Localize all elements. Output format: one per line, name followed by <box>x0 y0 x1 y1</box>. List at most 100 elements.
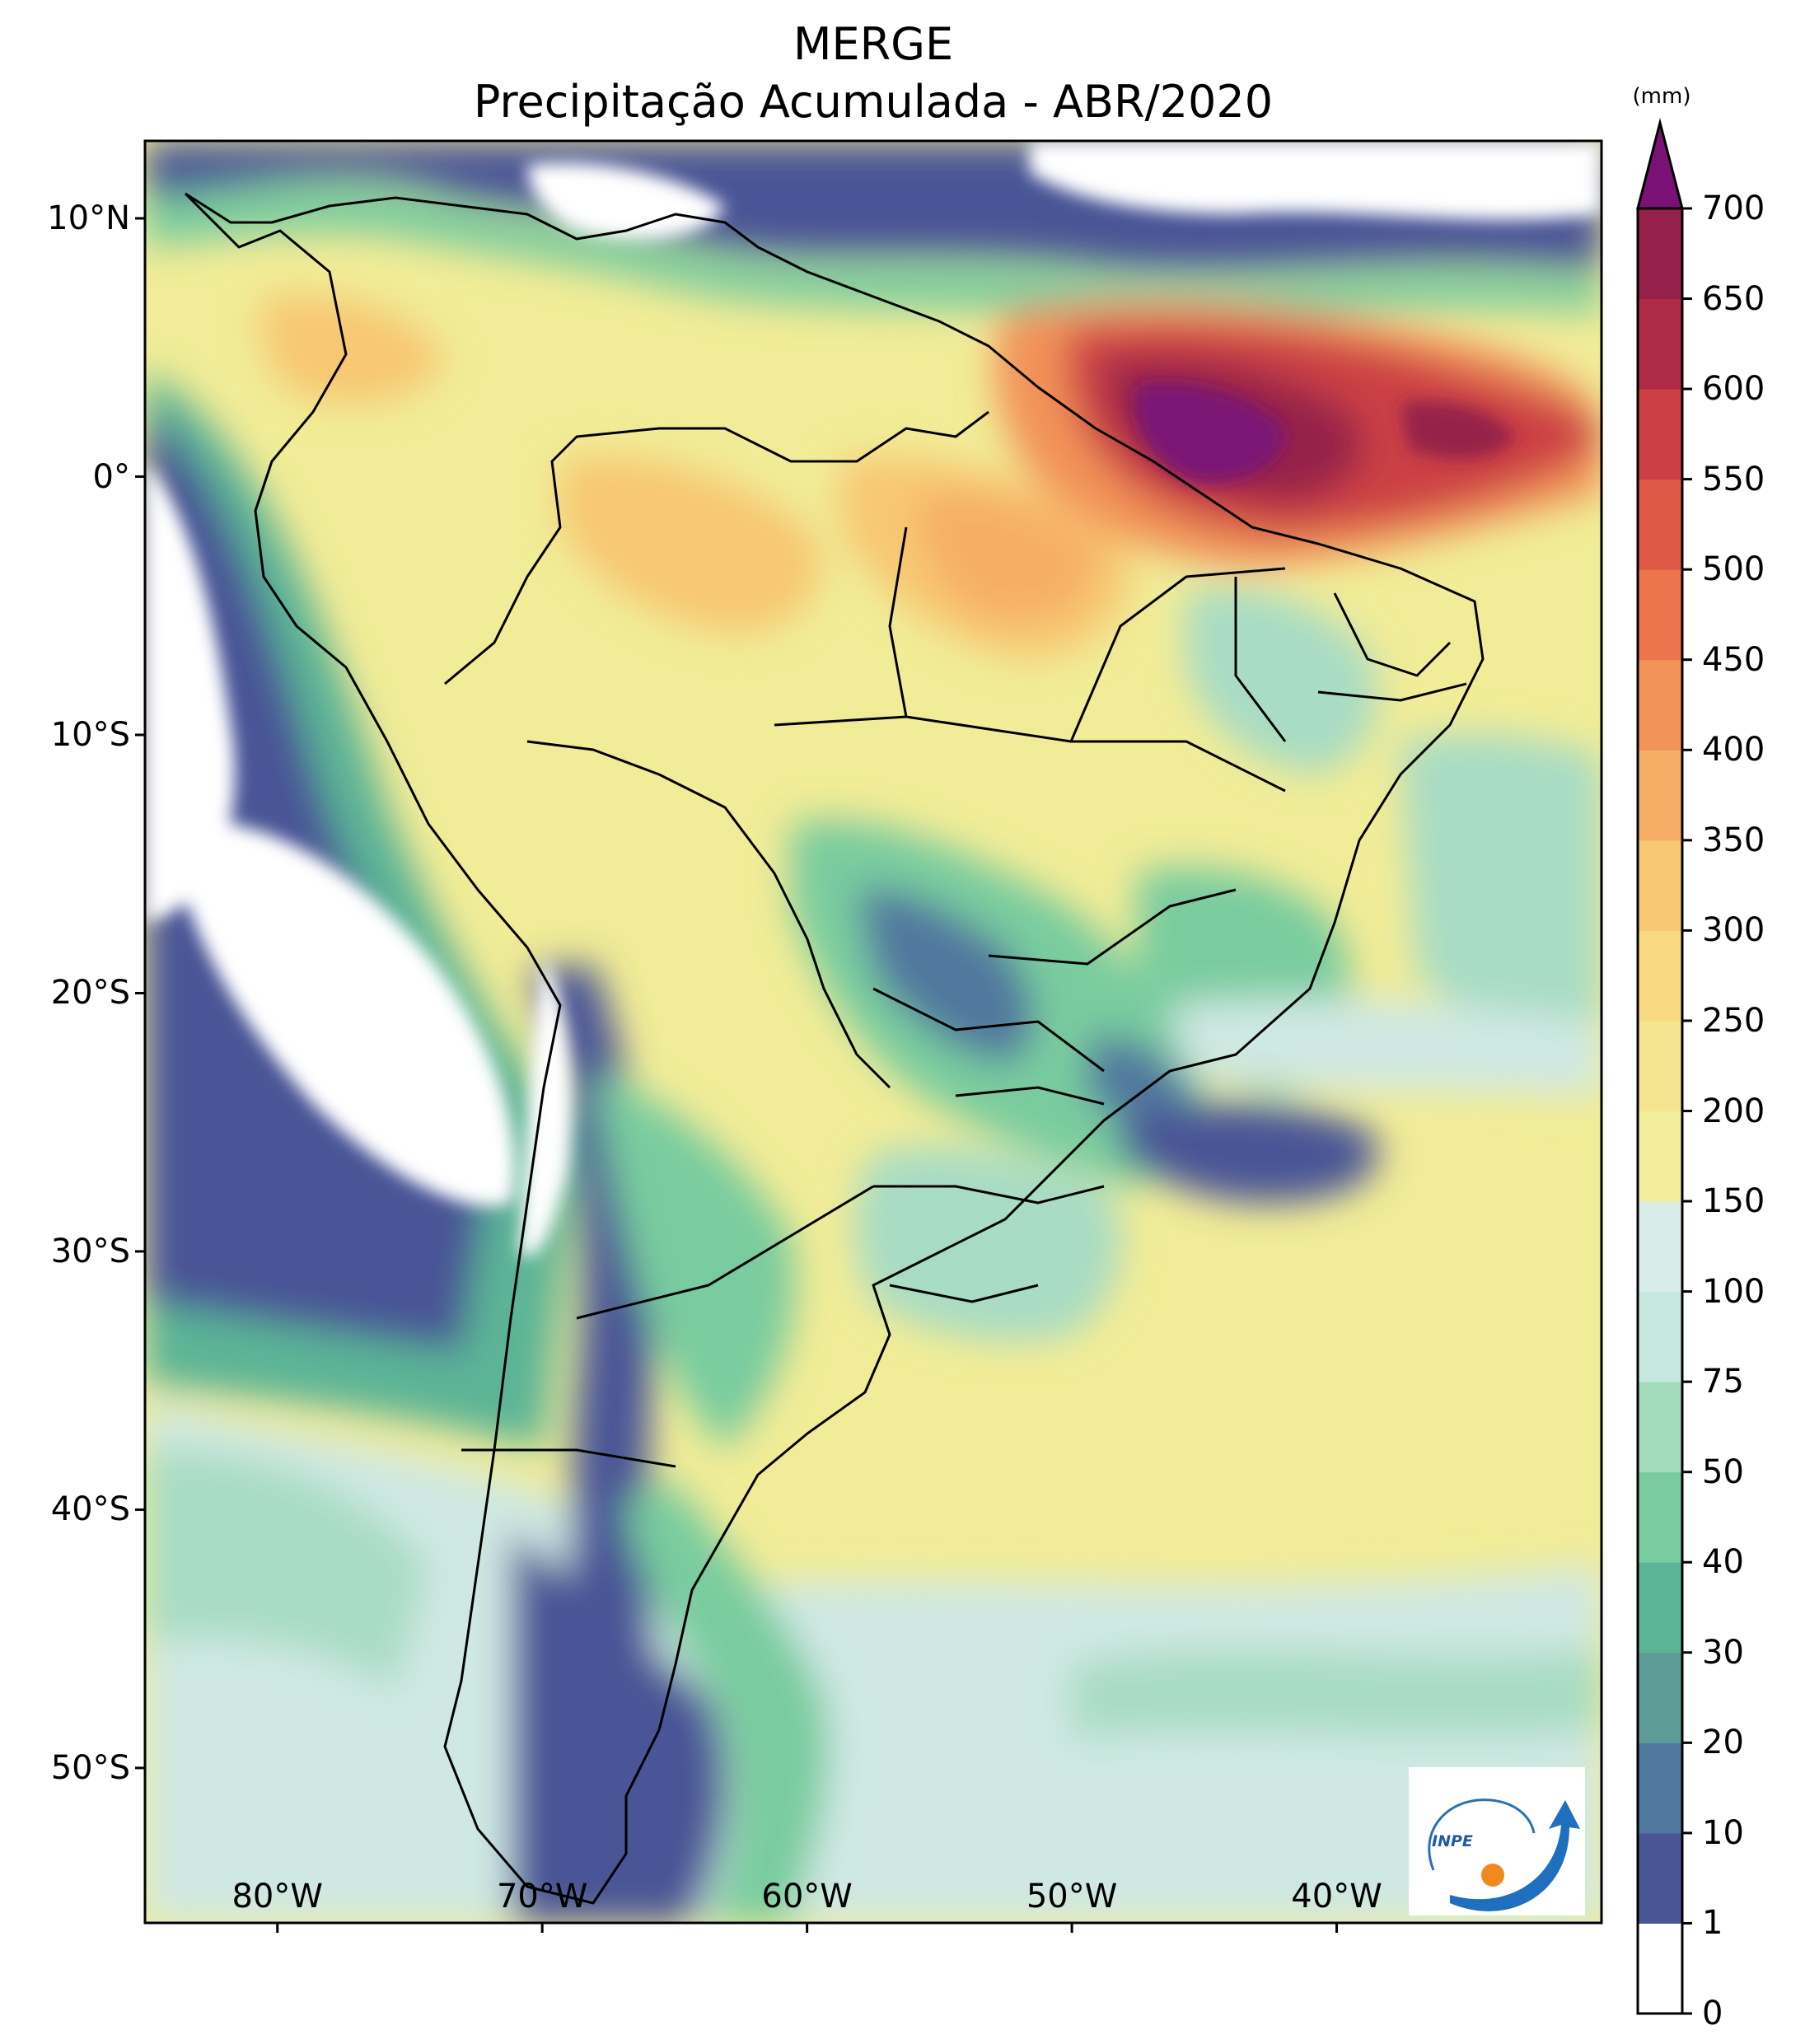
northeast-brazil-teal <box>1186 587 1377 774</box>
caribbean-zero-east <box>1030 141 1602 221</box>
colorbar-segment <box>1638 1020 1682 1111</box>
argentina-green-zone <box>593 1071 796 1450</box>
colorbar-segment <box>1638 1111 1682 1202</box>
colorbar <box>1638 207 1692 2015</box>
lon-label: 70°W <box>496 1878 588 1915</box>
colorbar-segment <box>1638 389 1682 480</box>
lat-label: 20°S <box>50 974 130 1013</box>
colombia-orange <box>260 295 445 404</box>
colorbar-level-label: 550 <box>1702 460 1765 498</box>
colorbar-level-label: 700 <box>1702 189 1765 227</box>
state-border-6 <box>955 1086 1105 1106</box>
colorbar-segment <box>1638 1832 1682 1924</box>
pacific-south-band <box>145 1450 428 1689</box>
argentina-border <box>576 1185 874 1320</box>
state-border-4 <box>988 888 1237 966</box>
colorbar-segment <box>1638 298 1682 390</box>
border-lines <box>184 192 1485 1905</box>
colorbar-level-label: 0 <box>1702 1995 1723 2032</box>
lon-label: 80°W <box>231 1878 323 1915</box>
colorbar-segment <box>1638 1652 1682 1743</box>
state-border-11 <box>1317 682 1467 702</box>
colorbar-level-label: 350 <box>1702 821 1765 859</box>
colorbar-segment <box>1638 840 1682 931</box>
state-border-7 <box>873 1185 1105 1204</box>
inpe-logo <box>1409 1767 1585 1915</box>
logo-arrow-icon <box>1450 1800 1580 1911</box>
atlantic-mid-teal <box>1170 998 1602 1096</box>
caribbean-zero-west <box>527 162 725 239</box>
lon-label: 40°W <box>1291 1878 1382 1915</box>
map-title: MERGE <box>793 18 954 70</box>
map-frame <box>143 139 1603 1925</box>
colorbar-segment <box>1638 750 1682 841</box>
precipitation-map <box>145 141 1602 1923</box>
colorbar-level-label: 200 <box>1702 1092 1765 1130</box>
colorbar-level-label: 30 <box>1702 1633 1744 1672</box>
colorbar-level-label: 250 <box>1702 1001 1765 1040</box>
lat-label: 50°S <box>50 1748 130 1787</box>
colorbar-segment <box>1638 1923 1682 2014</box>
state-border-3 <box>1069 567 1286 742</box>
argentina-border-2 <box>461 1448 676 1468</box>
colorbar-segment <box>1638 1382 1682 1473</box>
logo-text: INPE <box>1432 1832 1473 1850</box>
colorbar-level-label: 50 <box>1702 1452 1744 1491</box>
colorbar-level-label: 1 <box>1702 1904 1723 1943</box>
pacific-zero-west <box>145 461 236 923</box>
logo-orbit-icon <box>1428 1798 1536 1871</box>
amazon-west-orange <box>560 456 821 634</box>
lat-label: 10°S <box>50 716 130 754</box>
bolivia-border <box>526 740 891 1089</box>
caribbean-teal-fringe <box>145 185 1602 318</box>
lat-ticks <box>135 217 145 1770</box>
colorbar-segment <box>1638 1291 1682 1382</box>
colorbar-segment <box>1638 930 1682 1022</box>
state-border-10 <box>1333 592 1452 677</box>
colorbar-level-label: 10 <box>1702 1813 1744 1852</box>
atlantic-se-dry <box>1120 1102 1378 1203</box>
state-border-2 <box>888 526 908 718</box>
colorbar-segment <box>1638 479 1682 570</box>
colorbar-frame <box>1636 207 1684 2015</box>
colorbar-segment <box>1638 1471 1682 1563</box>
colorbar-segment <box>1638 659 1682 751</box>
continent-outline <box>184 192 1485 1905</box>
lon-label: 50°W <box>1026 1878 1118 1915</box>
lat-label: 30°S <box>50 1232 130 1270</box>
pacific-zero-central <box>165 821 516 1206</box>
lon-label: 60°W <box>761 1878 853 1915</box>
colorbar-level-label: 400 <box>1702 731 1765 769</box>
colorbar-segment <box>1638 569 1682 661</box>
colorbar-level-label: 20 <box>1702 1724 1744 1762</box>
colorbar-level-label: 600 <box>1702 370 1765 409</box>
colorbar-unit: (mm) <box>1632 84 1691 109</box>
southeast-brazil-blue <box>1087 1036 1195 1125</box>
atlantic-east-teal <box>1401 734 1602 1043</box>
patagonia-green-fringe <box>626 1483 830 1923</box>
map-subtitle: Precipitação Acumulada - ABR/2020 <box>473 76 1274 128</box>
colorbar-segment <box>1638 1742 1682 1834</box>
colorbar-level-label: 100 <box>1702 1272 1765 1311</box>
brazil-west-border <box>444 410 989 685</box>
amazon-central-core <box>921 493 1096 620</box>
colorbar-level-label: 300 <box>1702 911 1765 950</box>
lat-label: 0° <box>92 457 130 496</box>
colorbar-level-label: 150 <box>1702 1182 1765 1221</box>
colorbar-segment <box>1638 1201 1682 1293</box>
colorbar-level-label: 450 <box>1702 640 1765 679</box>
lat-label: 10°N <box>47 199 130 238</box>
colorbar-segment <box>1638 208 1682 300</box>
patagonia-dry-zone <box>511 1532 727 1923</box>
state-border-8 <box>889 1284 1039 1303</box>
logo-background <box>1409 1767 1585 1915</box>
colorbar-level-label: 75 <box>1702 1363 1744 1401</box>
atacama-zero <box>519 956 572 1257</box>
lon-ticks <box>276 1923 1339 1933</box>
state-border-5 <box>872 987 1105 1073</box>
logo-sun-icon <box>1481 1864 1504 1887</box>
central-brazil-blue <box>857 888 1035 1063</box>
colorbar-extend-arrow <box>1636 118 1684 210</box>
state-border-9 <box>1234 577 1287 742</box>
